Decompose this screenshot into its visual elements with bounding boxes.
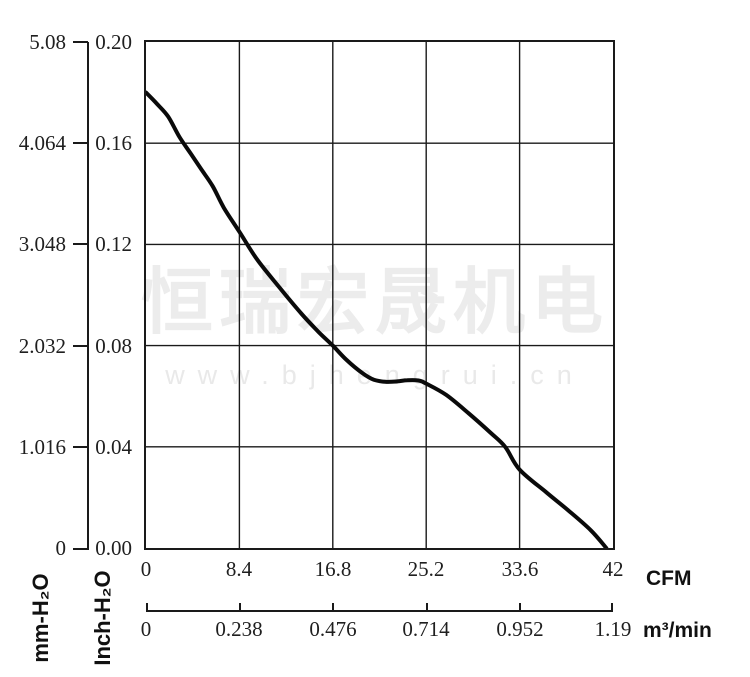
inch-h2o-axis-title: Inch-H₂O — [90, 570, 115, 666]
mm-tick-label: 0 — [55, 536, 67, 560]
mm-axis-tick — [73, 142, 88, 144]
mm-tick-label: 1.016 — [18, 435, 66, 459]
mm-axis-tick — [73, 345, 88, 347]
m3min-tick-label: 0 — [140, 617, 152, 641]
m3min-axis-line — [146, 610, 613, 612]
cfm-axis-title: CFM — [646, 567, 692, 590]
cfm-tick-label: 25.2 — [407, 557, 445, 581]
cfm-tick-label: 42 — [602, 557, 624, 581]
pressure-curve-svg — [146, 42, 613, 548]
cfm-tick-label: 0 — [140, 557, 152, 581]
inch-tick-label: 0.00 — [95, 536, 132, 560]
m3min-axis-tick — [332, 603, 334, 612]
inch-tick-label: 0.20 — [95, 30, 132, 54]
mm-h2o-axis-title: mm-H₂O — [28, 573, 53, 663]
m3min-tick-label: 0.952 — [496, 617, 544, 641]
mm-axis-tick — [73, 41, 88, 43]
watermark-company-name: 恒瑞宏晟机电 — [140, 260, 609, 344]
inch-tick-label: 0.12 — [95, 232, 132, 256]
m3min-tick-label: 0.238 — [215, 617, 263, 641]
cfm-tick-label: 33.6 — [501, 557, 539, 581]
inch-tick-label: 0.16 — [95, 131, 132, 155]
cfm-tick-label: 16.8 — [314, 557, 352, 581]
m3min-axis-tick — [519, 603, 521, 612]
m3min-tick-label: 0.714 — [402, 617, 450, 641]
m3min-axis-tick — [426, 603, 428, 612]
cfm-tick-label: 8.4 — [225, 557, 253, 581]
m3min-tick-label: 0.476 — [309, 617, 357, 641]
mm-h2o-axis-line — [87, 42, 89, 550]
mm-tick-label: 5.08 — [29, 30, 66, 54]
mm-tick-label: 4.064 — [18, 131, 66, 155]
m3min-tick-label: 1.19 — [594, 617, 632, 641]
inch-tick-label: 0.04 — [95, 435, 132, 459]
m3min-axis-tick — [239, 603, 241, 612]
mm-tick-label: 2.032 — [18, 334, 66, 358]
m3min-axis-title: m³/min — [643, 619, 712, 642]
mm-axis-tick — [73, 446, 88, 448]
pressure-airflow-curve — [146, 90, 609, 548]
m3min-axis-tick — [611, 603, 613, 612]
m3min-axis-tick — [146, 603, 148, 612]
mm-tick-label: 3.048 — [18, 232, 66, 256]
inch-tick-label: 0.08 — [95, 334, 132, 358]
mm-axis-tick — [73, 548, 88, 550]
plot-area — [144, 40, 615, 550]
mm-axis-tick — [73, 243, 88, 245]
